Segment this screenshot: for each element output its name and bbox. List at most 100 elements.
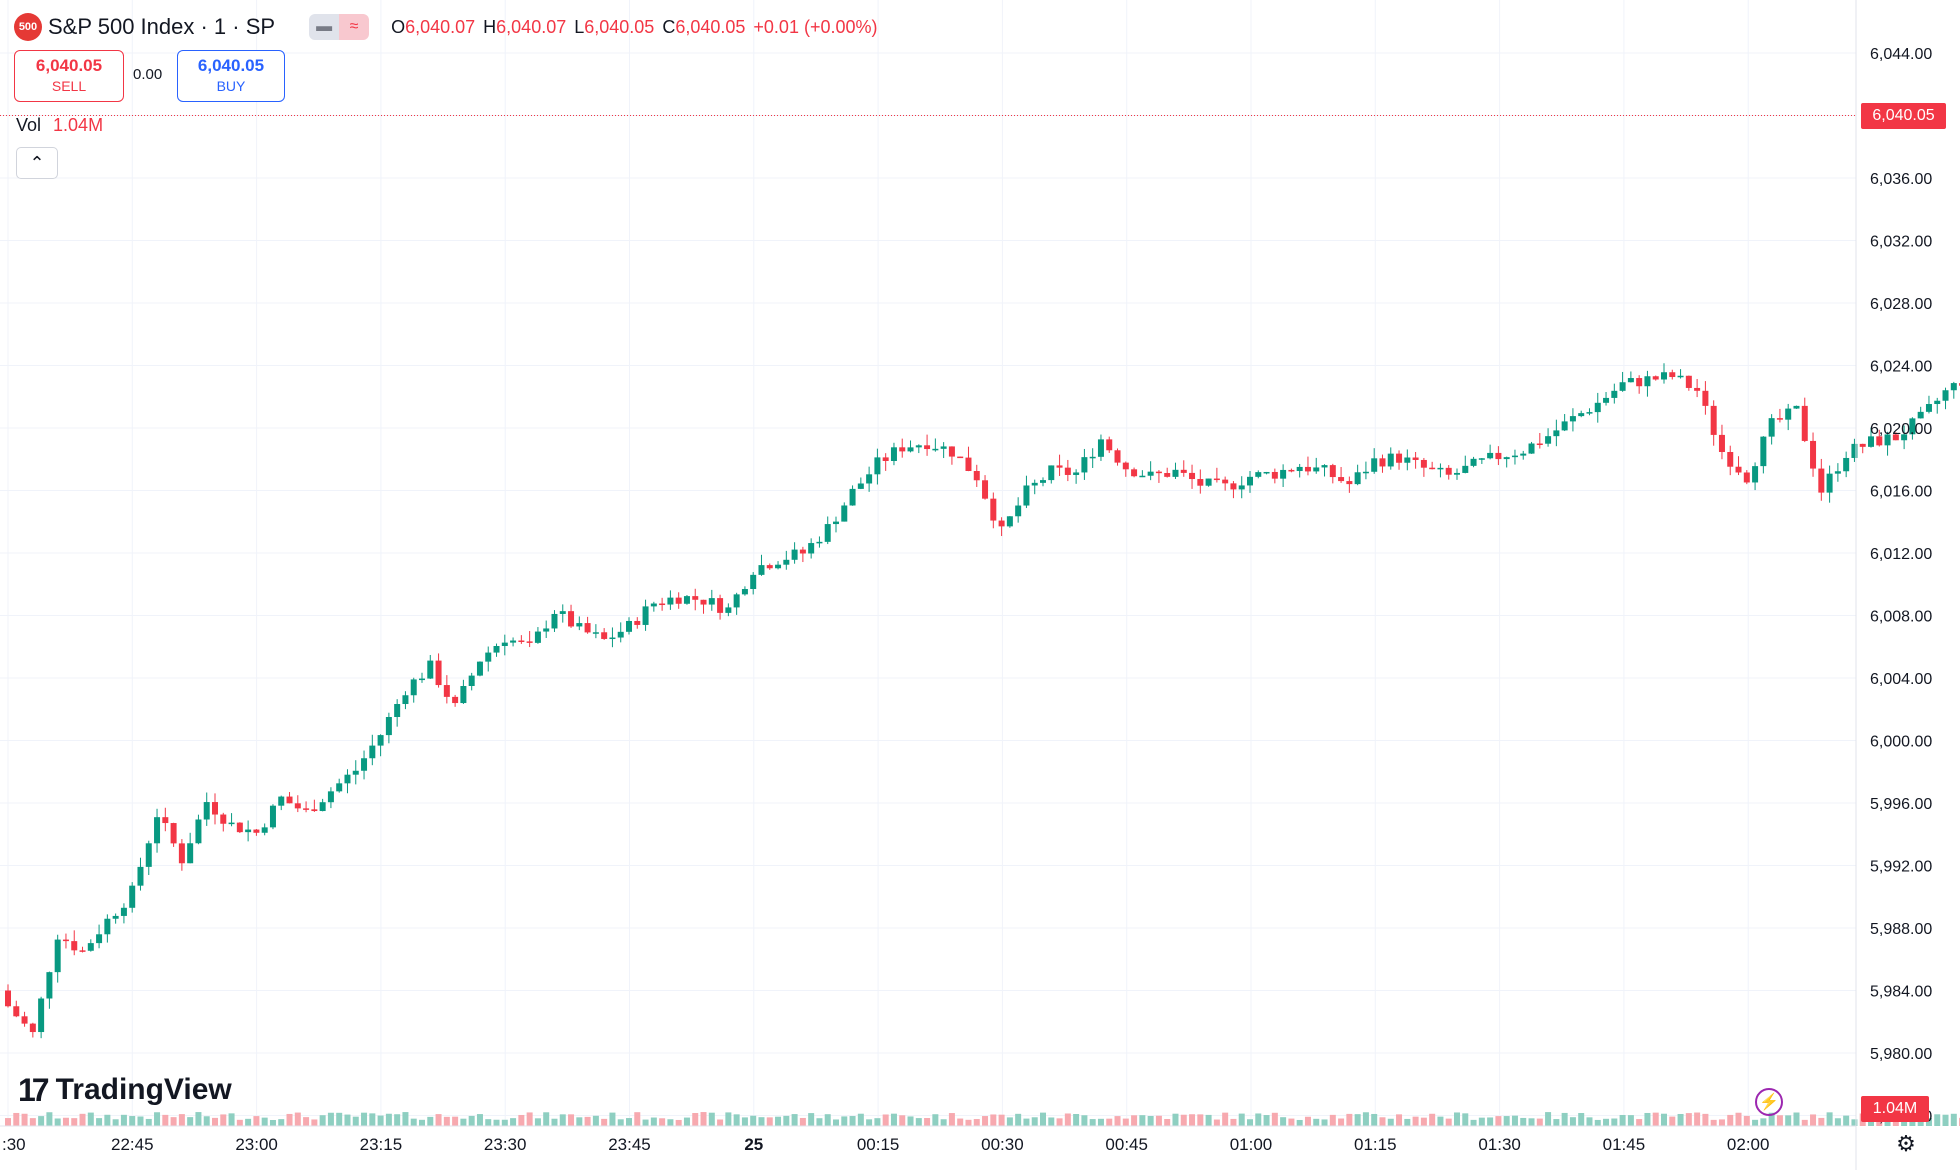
- candle: [1710, 400, 1717, 446]
- approx-icon[interactable]: ≈: [339, 14, 370, 40]
- volume-bar: [1354, 1114, 1361, 1126]
- candle: [1387, 447, 1394, 470]
- minus-icon[interactable]: ▬: [309, 14, 340, 40]
- candle-body: [1818, 468, 1825, 493]
- candle-body: [1164, 473, 1171, 477]
- volume-bar: [1478, 1117, 1485, 1126]
- candle: [1255, 470, 1262, 479]
- lightning-icon[interactable]: ⚡: [1755, 1088, 1783, 1116]
- volume-bar: [1089, 1119, 1096, 1126]
- candle-body: [1139, 475, 1146, 478]
- volume-bar: [1296, 1119, 1303, 1126]
- volume-bar: [1950, 1113, 1957, 1126]
- symbol-title[interactable]: S&P 500 Index · 1 · SP: [48, 14, 276, 39]
- candle-body: [1131, 469, 1138, 477]
- volume-bar: [1437, 1116, 1444, 1126]
- volume-bar: [294, 1112, 301, 1126]
- collapse-legend-button[interactable]: ⌃: [16, 147, 58, 179]
- candle-body: [62, 939, 69, 942]
- candle-body: [1230, 483, 1237, 490]
- volume-bar: [137, 1116, 144, 1126]
- tradingview-mark-icon: 17: [18, 1071, 50, 1108]
- candle: [1180, 460, 1187, 477]
- volume-bar: [1776, 1115, 1783, 1126]
- candle-body: [1826, 473, 1833, 493]
- candle: [493, 643, 500, 657]
- volume-bar: [592, 1115, 599, 1126]
- candle: [973, 464, 980, 487]
- last-volume-badge: 1.04M: [1861, 1096, 1929, 1122]
- volume-bar: [907, 1116, 914, 1126]
- volume-bar: [1122, 1118, 1129, 1126]
- time-tick-label: 23:45: [608, 1135, 651, 1154]
- candle-body: [1097, 439, 1104, 457]
- volume-bar: [915, 1118, 922, 1126]
- candle: [733, 592, 740, 615]
- candle: [1420, 457, 1427, 477]
- buy-button[interactable]: 6,040.05 BUY: [177, 50, 285, 102]
- legend-toggle-pill[interactable]: ▬ ≈: [309, 14, 370, 40]
- candle: [327, 787, 334, 809]
- candle: [1230, 481, 1237, 499]
- candle: [1454, 468, 1460, 480]
- volume-bar: [1545, 1112, 1552, 1126]
- candle: [137, 857, 144, 891]
- candle: [1553, 419, 1560, 447]
- volume-bar: [1636, 1119, 1643, 1126]
- candle-body: [336, 783, 343, 792]
- candle-body: [924, 445, 931, 450]
- sell-button[interactable]: 6,040.05 SELL: [14, 50, 124, 102]
- candle: [195, 814, 202, 845]
- candle: [13, 1000, 20, 1018]
- candle: [1288, 468, 1295, 473]
- candle-body: [1412, 457, 1419, 460]
- candle: [1503, 456, 1510, 468]
- candle-body: [385, 717, 392, 736]
- candle-body: [1247, 476, 1253, 486]
- candle-body: [1868, 436, 1874, 447]
- change-value: +0.01 (+0.00%): [753, 16, 878, 37]
- volume-bar: [261, 1117, 268, 1126]
- candle: [1495, 446, 1502, 466]
- candle: [758, 554, 765, 576]
- candle-body: [369, 745, 376, 759]
- candle-body: [982, 480, 989, 499]
- candle-body: [1197, 479, 1204, 486]
- volume-bar: [1097, 1118, 1104, 1126]
- candle-body: [1396, 453, 1403, 463]
- candle: [54, 934, 61, 983]
- candle: [775, 561, 782, 570]
- candle-body: [1694, 387, 1701, 391]
- candle-body: [1064, 467, 1071, 475]
- settings-gear-icon[interactable]: ⚙: [1896, 1131, 1916, 1156]
- volume-bar: [1006, 1117, 1013, 1126]
- candle-body: [1810, 440, 1817, 469]
- candle-body: [253, 829, 260, 833]
- volume-bar: [476, 1114, 483, 1126]
- candle: [1321, 464, 1328, 477]
- volume-bar: [427, 1116, 434, 1126]
- candle-body: [626, 620, 632, 632]
- volume-bar: [998, 1114, 1005, 1126]
- close-value: 6,040.05: [675, 16, 746, 37]
- volume-bar: [1155, 1115, 1162, 1126]
- candle-body: [1495, 452, 1502, 460]
- candle: [1909, 417, 1916, 440]
- candle-body: [468, 675, 475, 686]
- volume-bar: [485, 1119, 492, 1126]
- price-tick-label: 5,996.00: [1870, 796, 1932, 813]
- candle-body: [1859, 443, 1866, 447]
- candle-body: [294, 803, 301, 809]
- candle-body: [1553, 430, 1560, 437]
- volume-bar: [708, 1112, 715, 1126]
- candle-body: [791, 549, 798, 560]
- candle-body: [170, 823, 177, 844]
- tradingview-logo[interactable]: 17 TradingView: [18, 1070, 232, 1110]
- candle-body: [725, 607, 732, 613]
- volume-bar: [452, 1116, 459, 1126]
- candle-body: [1089, 456, 1096, 459]
- candle-body: [866, 474, 873, 484]
- candle-body: [1545, 436, 1552, 444]
- volume-bar: [1222, 1112, 1229, 1126]
